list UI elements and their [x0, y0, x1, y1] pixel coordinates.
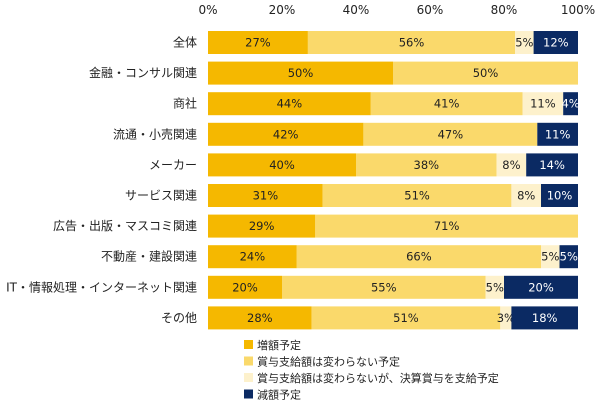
bar-segment	[208, 275, 282, 299]
bar-segment	[208, 184, 323, 207]
legend-label: 増額予定	[257, 338, 301, 352]
legend-label: 減額予定	[257, 388, 301, 402]
category-label: 全体	[173, 35, 197, 50]
bar-segment	[208, 122, 364, 146]
category-label: IT・情報処理・インターネット関連	[6, 280, 197, 294]
bar-segment	[315, 214, 578, 238]
legend-swatch	[244, 340, 253, 349]
bars: 27% 56% 5% 12% 50% 50% 44% 41% 11% 4% 42% 47% 11% 40%…	[208, 31, 580, 330]
bar-data-label: 5%	[541, 250, 559, 264]
bar-data-label: 24%	[240, 250, 266, 264]
bar-segment	[282, 275, 486, 299]
legend-swatch	[244, 373, 253, 382]
bar-data-label: 47%	[438, 127, 464, 141]
bar-data-label: 20%	[232, 280, 258, 294]
bar-data-label: 11%	[530, 97, 556, 111]
bar-segment	[511, 306, 578, 330]
category-label: 広告・出版・マスコミ関連	[53, 219, 197, 233]
bar-segment	[393, 61, 578, 85]
bar-segment	[537, 122, 578, 146]
x-tick-label: 0%	[198, 3, 217, 17]
bar-data-label: 10%	[547, 189, 573, 203]
bar-data-label: 8%	[517, 189, 535, 203]
bar-segment	[504, 275, 578, 299]
bar-segment	[208, 214, 316, 238]
bar-data-label: 11%	[545, 127, 571, 141]
bar-data-label: 28%	[247, 311, 273, 325]
bar-data-label: 40%	[269, 158, 295, 172]
x-tick-label: 60%	[417, 3, 444, 17]
bar-data-label: 44%	[277, 97, 303, 111]
bar-data-label: 38%	[414, 158, 440, 172]
bar-segment	[311, 306, 501, 330]
bar-data-label: 27%	[245, 36, 271, 50]
category-label: 流通・小売関連	[113, 126, 197, 141]
bar-data-label: 55%	[371, 280, 397, 294]
bar-data-label: 8%	[502, 158, 520, 172]
legend-swatch	[244, 356, 253, 366]
bar-data-label: 5%	[560, 250, 578, 264]
bar-segment	[296, 245, 541, 269]
bar-segment	[307, 31, 516, 54]
x-tick-label: 20%	[269, 3, 296, 17]
bar-data-label: 14%	[539, 158, 565, 172]
bar-data-label: 18%	[532, 311, 558, 325]
bar-segment	[559, 245, 578, 269]
legend: 増額予定賞与支給額は変わらない予定賞与支給額は変わらないが、決算賞与を支給予定減…	[244, 338, 499, 402]
bar-data-label: 66%	[406, 250, 432, 264]
category-label: その他	[161, 311, 197, 325]
bar-data-label: 4%	[561, 97, 579, 111]
bar-segment	[208, 153, 356, 177]
category-label: 不動産・建設関連	[101, 249, 197, 264]
bar-segment	[541, 184, 578, 207]
bar-segment	[485, 275, 504, 299]
bar-segment	[208, 306, 312, 330]
category-label: 商社	[173, 96, 197, 111]
bar-segment	[363, 122, 538, 146]
bar-data-label: 3%	[497, 311, 515, 325]
legend-label: 賞与支給額は変わらないが、決算賞与を支給予定	[257, 371, 499, 385]
bar-segment	[208, 61, 393, 85]
bar-data-label: 56%	[399, 36, 425, 50]
x-tick-label: 80%	[491, 3, 518, 17]
bar-segment	[356, 153, 497, 177]
bar-data-label: 41%	[434, 97, 460, 111]
bar-segment	[533, 31, 578, 54]
x-tick-label: 40%	[343, 3, 370, 17]
category-label: メーカー	[149, 158, 197, 172]
bar-segment	[370, 92, 523, 116]
bar-segment	[511, 184, 541, 207]
bar-segment	[541, 245, 560, 269]
bar-data-label: 12%	[543, 36, 569, 50]
bar-segment	[522, 92, 564, 116]
bar-data-label: 5%	[486, 280, 504, 294]
category-label: サービス関連	[125, 189, 197, 203]
category-labels: 全体金融・コンサル関連商社流通・小売関連メーカーサービス関連広告・出版・マスコミ…	[6, 35, 197, 325]
bar-data-label: 71%	[434, 219, 460, 233]
bar-segment	[500, 306, 512, 330]
x-axis-ticks: 0% 20% 40% 60% 80% 100%	[198, 3, 595, 17]
bar-data-label: 31%	[253, 189, 279, 203]
bar-data-label: 29%	[249, 219, 275, 233]
bar-data-label: 51%	[393, 311, 419, 325]
bar-segment	[515, 31, 534, 54]
bar-data-label: 42%	[273, 127, 299, 141]
category-label: 金融・コンサル関連	[89, 65, 197, 80]
bar-segment	[208, 31, 308, 54]
bar-segment	[526, 153, 578, 177]
bar-segment	[208, 92, 371, 116]
bar-segment	[208, 245, 297, 269]
bar-data-label: 51%	[404, 189, 430, 203]
legend-label: 賞与支給額は変わらない予定	[257, 355, 400, 369]
bar-segment	[322, 184, 512, 207]
legend-swatch	[244, 389, 253, 399]
x-tick-label: 100%	[561, 3, 595, 17]
bar-data-label: 50%	[288, 66, 314, 80]
bar-segment	[496, 153, 527, 177]
bar-data-label: 5%	[515, 36, 533, 50]
bar-segment	[563, 92, 578, 116]
bar-data-label: 50%	[473, 66, 499, 80]
bar-data-label: 20%	[528, 280, 554, 294]
